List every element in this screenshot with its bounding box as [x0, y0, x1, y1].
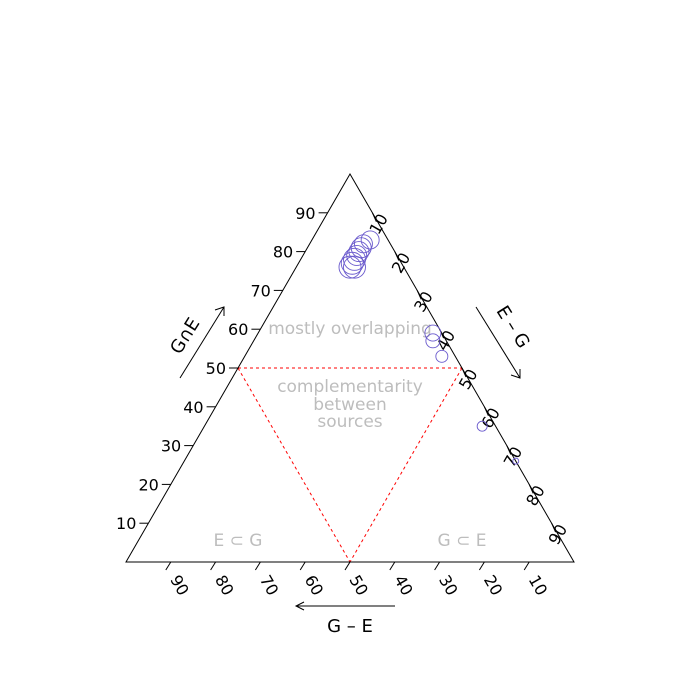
data-point-6	[340, 251, 364, 275]
bottom-tick-10	[523, 561, 530, 571]
bottom-tick-label-90: 90	[166, 572, 193, 599]
data-point-7	[343, 255, 366, 279]
bottom-tick-40	[389, 561, 396, 571]
right-tick-20	[394, 251, 400, 261]
right-tick-label-50: 50	[455, 366, 482, 393]
triangle-frame	[125, 172, 575, 563]
left-tick-label-30: 30	[161, 437, 181, 456]
data-point-0	[360, 230, 380, 250]
right-axis-arrow	[475, 306, 521, 379]
bottom-tick-label-60: 60	[301, 572, 328, 599]
bottom-tick-label-50: 50	[345, 572, 372, 599]
right-tick-80	[528, 484, 534, 494]
bottom-tick-70	[254, 561, 261, 571]
right-tick-label-80: 80	[522, 482, 549, 509]
region-label-bottom-right: G ⊂ E	[438, 531, 487, 551]
data-point-3	[348, 241, 370, 263]
reference-lines	[237, 367, 463, 563]
region-label-center-3: sources	[317, 412, 382, 432]
right-tick-50	[461, 367, 467, 378]
right-tick-label-30: 30	[410, 288, 437, 315]
data-point-8	[338, 255, 362, 279]
bottom-axis-ticks: 90 80 70 60 50 40 30 20 10	[165, 561, 552, 599]
bottom-tick-50	[344, 561, 351, 571]
left-axis-arrow	[179, 306, 225, 379]
data-point-4	[346, 245, 368, 266]
data-point-2	[350, 237, 372, 259]
right-tick-60	[483, 406, 489, 417]
region-label-center-2: between	[313, 395, 387, 415]
data-points	[338, 230, 520, 465]
right-tick-30	[416, 290, 422, 300]
reference-line-1	[237, 367, 351, 563]
left-tick-label-80: 80	[273, 243, 293, 262]
data-point-13	[512, 457, 520, 465]
right-tick-label-70: 70	[500, 443, 527, 470]
region-label-center-1: complementarity	[277, 377, 423, 397]
bottom-tick-label-30: 30	[435, 572, 462, 599]
bottom-tick-60	[299, 561, 306, 571]
data-point-12	[476, 420, 488, 432]
right-tick-90	[551, 522, 557, 533]
bottom-axis-title-group: G – E	[294, 601, 395, 637]
left-tick-label-20: 20	[138, 475, 158, 494]
bottom-tick-20	[478, 561, 485, 571]
bottom-tick-30	[434, 561, 441, 571]
right-axis-title: E – G	[492, 302, 534, 352]
left-tick-label-90: 90	[295, 204, 315, 223]
right-tick-label-10: 10	[365, 210, 392, 237]
right-tick-10	[371, 212, 377, 223]
bottom-tick-label-10: 10	[525, 572, 552, 599]
right-tick-70	[506, 445, 512, 455]
right-tick-label-20: 20	[388, 249, 415, 276]
bottom-tick-label-40: 40	[390, 572, 417, 599]
left-tick-label-70: 70	[250, 281, 270, 300]
bottom-axis-arrowhead	[294, 601, 305, 611]
bottom-tick-label-70: 70	[256, 572, 283, 599]
bottom-tick-label-80: 80	[211, 572, 238, 599]
bottom-tick-80	[210, 561, 217, 571]
left-axis-arrowhead	[214, 306, 225, 316]
data-point-5	[343, 247, 366, 271]
right-axis-arrowhead	[510, 369, 521, 379]
data-point-9	[424, 324, 442, 342]
bottom-tick-label-20: 20	[480, 572, 507, 599]
left-tick-label-40: 40	[183, 398, 203, 417]
region-label-bottom-left: E ⊂ G	[214, 531, 263, 551]
right-tick-label-90: 90	[545, 521, 572, 548]
right-tick-label-60: 60	[477, 404, 504, 431]
left-axis-title: G∩E	[166, 314, 204, 358]
reference-line-2	[349, 367, 463, 563]
bottom-tick-90	[165, 561, 172, 571]
bottom-axis-title: G – E	[327, 616, 373, 637]
data-point-11	[435, 349, 449, 363]
left-tick-label-60: 60	[228, 320, 248, 339]
data-point-10	[425, 333, 441, 349]
left-tick-label-10: 10	[116, 514, 136, 533]
left-tick-label-50: 50	[206, 359, 226, 378]
right-axis-title-group: E – G	[475, 302, 534, 379]
region-label-top: mostly overlapping	[268, 319, 432, 339]
